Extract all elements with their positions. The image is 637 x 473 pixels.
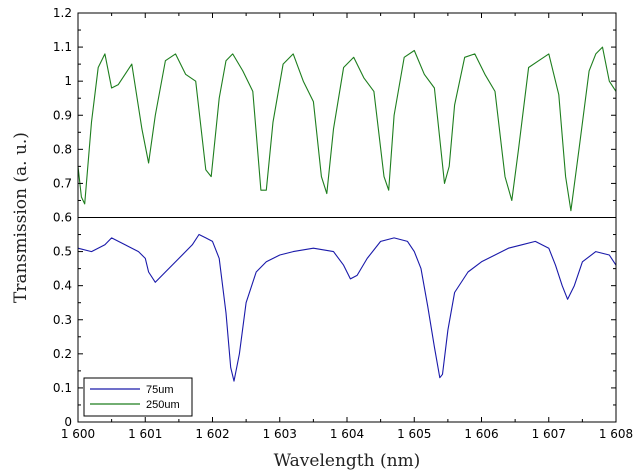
x-tick-label: 1 602 [195,427,229,441]
y-tick-label: 0.5 [53,245,72,259]
y-tick-label: 0.2 [53,347,72,361]
x-tick-label: 1 601 [128,427,162,441]
y-tick-label: 0.7 [53,176,72,190]
legend-label-250um: 250um [146,399,180,411]
x-tick-label: 1 607 [532,427,566,441]
y-tick-label: 1 [64,74,72,88]
series-line-75um [77,233,617,382]
legend-box [83,377,193,417]
x-tick-label: 1 605 [397,427,431,441]
x-axis-title: Wavelength (nm) [274,451,421,471]
y-tick-label: 0.6 [53,211,72,225]
y-tick-label: 0.8 [53,142,72,156]
x-tick-label: 1 604 [330,427,364,441]
y-tick-label: 1.1 [53,40,72,54]
y-axis-title: Transmission (a. u.) [11,132,31,303]
legend: 75um 250um [83,377,193,417]
y-tick-label: 0.1 [53,381,72,395]
y-tick-label: 1.2 [53,6,72,20]
x-tick-label: 1 606 [464,427,498,441]
x-tick-label: 1 608 [599,427,633,441]
x-axis: 1 600 1 601 1 602 1 603 1 604 1 605 1 606 1 607… [61,13,633,441]
x-tick-label: 1 603 [263,427,297,441]
y-tick-label: 0.9 [53,108,72,122]
y-axis: 0 0.1 0.2 0.3 0.4 0.5 0.6 0.7 0.8 0.9 1 1.1 1.2 [53,6,616,429]
series-line-250um [77,46,617,212]
y-tick-label: 0.4 [53,279,72,293]
y-tick-label: 0 [64,415,72,429]
x-tick-label: 1 600 [61,427,95,441]
y-tick-label: 0.3 [53,313,72,327]
legend-label-75um: 75um [146,384,174,396]
series-layer [77,46,617,382]
